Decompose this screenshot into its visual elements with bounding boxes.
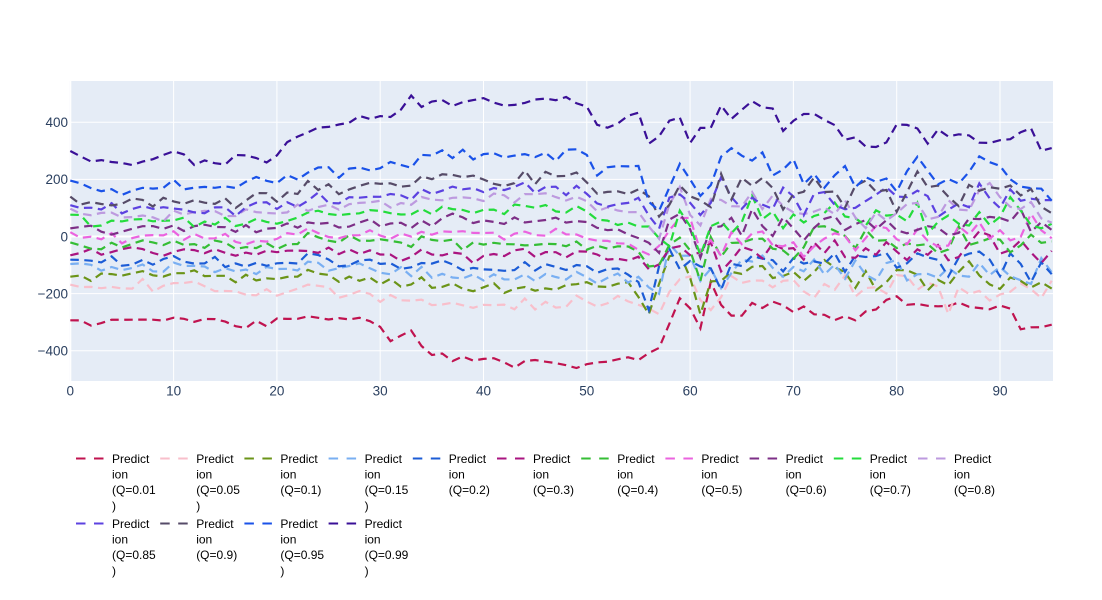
svg-text:20: 20 bbox=[269, 384, 284, 399]
svg-text:60: 60 bbox=[683, 384, 698, 399]
svg-text:0: 0 bbox=[67, 384, 75, 399]
svg-text:−200: −200 bbox=[38, 286, 68, 301]
svg-text:50: 50 bbox=[579, 384, 594, 399]
svg-text:90: 90 bbox=[992, 384, 1007, 399]
svg-text:80: 80 bbox=[889, 384, 904, 399]
svg-text:−400: −400 bbox=[38, 344, 68, 359]
svg-text:200: 200 bbox=[45, 172, 68, 187]
svg-text:40: 40 bbox=[476, 384, 491, 399]
svg-text:0: 0 bbox=[60, 229, 68, 244]
svg-text:400: 400 bbox=[45, 115, 68, 130]
svg-text:30: 30 bbox=[373, 384, 388, 399]
svg-text:10: 10 bbox=[166, 384, 181, 399]
svg-text:70: 70 bbox=[786, 384, 801, 399]
